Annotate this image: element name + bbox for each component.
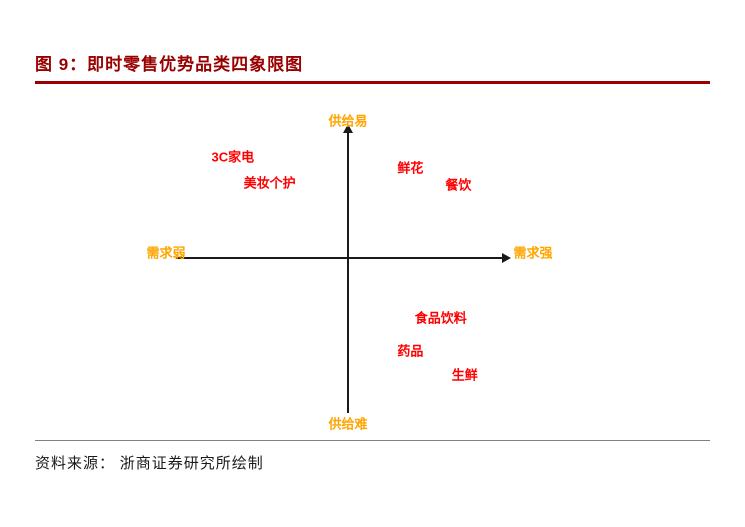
x-axis-arrow-right-icon <box>502 253 511 263</box>
footer-divider <box>35 440 710 441</box>
category-label: 生鲜 <box>451 367 478 383</box>
x-axis-line <box>176 257 503 259</box>
figure-title: 图 9：即时零售优势品类四象限图 <box>35 55 304 74</box>
category-label: 3C家电 <box>211 149 255 165</box>
source-note: 资料来源： 浙商证券研究所绘制 <box>35 456 264 472</box>
x-axis-max-label: 需求强 <box>513 245 553 261</box>
x-axis-min-label: 需求弱 <box>146 245 186 261</box>
category-label: 餐饮 <box>445 177 472 193</box>
category-label: 食品饮料 <box>414 310 467 326</box>
category-label: 鲜花 <box>397 160 424 176</box>
category-label: 药品 <box>397 343 424 359</box>
title-underline <box>35 81 710 84</box>
category-label: 美妆个护 <box>243 175 296 191</box>
y-axis-max-label: 供给易 <box>328 113 368 129</box>
y-axis-min-label: 供给难 <box>328 416 368 432</box>
y-axis-arrow-up-icon <box>343 124 353 133</box>
y-axis-line <box>347 132 349 413</box>
